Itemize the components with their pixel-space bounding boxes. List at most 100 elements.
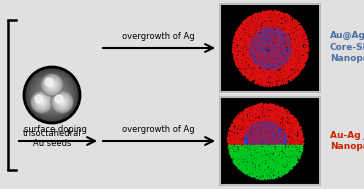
Point xyxy=(276,48,281,51)
Point xyxy=(292,41,298,44)
Point xyxy=(292,141,298,144)
Point xyxy=(261,10,267,13)
Point xyxy=(297,139,302,143)
Point xyxy=(253,57,258,60)
Point xyxy=(273,36,278,40)
Point xyxy=(232,50,238,53)
Point xyxy=(235,164,241,167)
Point xyxy=(254,28,260,31)
Point xyxy=(275,134,281,137)
Point xyxy=(285,25,291,28)
Point xyxy=(248,156,254,159)
Point xyxy=(276,34,282,37)
Point xyxy=(273,122,279,125)
Point xyxy=(272,108,278,111)
Point xyxy=(283,77,289,80)
Point xyxy=(289,165,295,168)
Point xyxy=(292,50,298,53)
Point xyxy=(280,50,285,53)
Point xyxy=(270,127,276,130)
Point xyxy=(255,57,261,60)
Point xyxy=(284,50,289,53)
Point xyxy=(252,110,258,113)
Point xyxy=(229,148,234,151)
Point xyxy=(252,105,258,108)
Point xyxy=(276,167,281,170)
Point xyxy=(249,136,255,139)
Point xyxy=(278,119,284,122)
Point xyxy=(268,123,273,126)
Point xyxy=(241,22,247,25)
Point xyxy=(260,166,265,169)
Point xyxy=(292,46,298,49)
Point xyxy=(245,44,251,47)
Point xyxy=(282,165,288,168)
Point xyxy=(249,108,254,112)
Point xyxy=(281,115,286,118)
Point xyxy=(275,168,281,171)
Point xyxy=(282,115,288,118)
Point xyxy=(298,28,304,31)
Point xyxy=(255,53,261,56)
Point xyxy=(257,136,262,139)
Point xyxy=(245,130,251,133)
Point xyxy=(239,113,245,116)
Point xyxy=(248,43,254,46)
Point xyxy=(276,54,282,57)
Point xyxy=(257,71,262,74)
Point xyxy=(240,44,245,47)
Point xyxy=(243,126,249,129)
Point xyxy=(285,151,291,154)
Point xyxy=(290,19,296,22)
Point xyxy=(248,21,253,24)
Point xyxy=(254,125,260,128)
Point xyxy=(287,165,293,168)
Point xyxy=(258,45,264,48)
Point xyxy=(238,33,244,36)
Point xyxy=(278,32,284,35)
Point xyxy=(266,70,272,73)
Point xyxy=(260,72,265,75)
Point xyxy=(292,161,298,164)
Point xyxy=(251,57,257,60)
Point xyxy=(265,168,270,171)
Point xyxy=(255,134,261,137)
Point xyxy=(269,11,275,14)
Point xyxy=(237,163,243,166)
Point xyxy=(269,117,275,120)
Point xyxy=(237,124,242,127)
Point xyxy=(266,126,272,129)
Point xyxy=(228,137,234,140)
Point xyxy=(248,138,253,141)
Point xyxy=(251,50,257,53)
Point xyxy=(264,13,270,16)
Point xyxy=(250,49,256,52)
Point xyxy=(260,122,265,125)
Point xyxy=(267,167,273,170)
Point xyxy=(304,44,310,47)
Point xyxy=(247,42,253,45)
Point xyxy=(254,66,260,69)
Point xyxy=(268,52,274,55)
Point xyxy=(280,172,285,175)
Point xyxy=(279,118,285,121)
Point xyxy=(232,135,237,138)
Point xyxy=(245,128,251,131)
Point xyxy=(257,167,262,170)
Point xyxy=(252,22,257,25)
Point xyxy=(267,119,273,122)
Point xyxy=(253,133,259,136)
Point xyxy=(243,40,249,43)
Point xyxy=(252,121,258,124)
Point xyxy=(266,47,272,50)
Point xyxy=(271,58,277,61)
Point xyxy=(257,148,263,151)
Point xyxy=(272,134,278,137)
Point xyxy=(294,50,300,53)
Point xyxy=(269,135,275,138)
Point xyxy=(275,48,281,51)
Point xyxy=(277,55,283,58)
Point xyxy=(257,52,263,55)
Circle shape xyxy=(39,99,45,105)
Point xyxy=(251,49,257,52)
